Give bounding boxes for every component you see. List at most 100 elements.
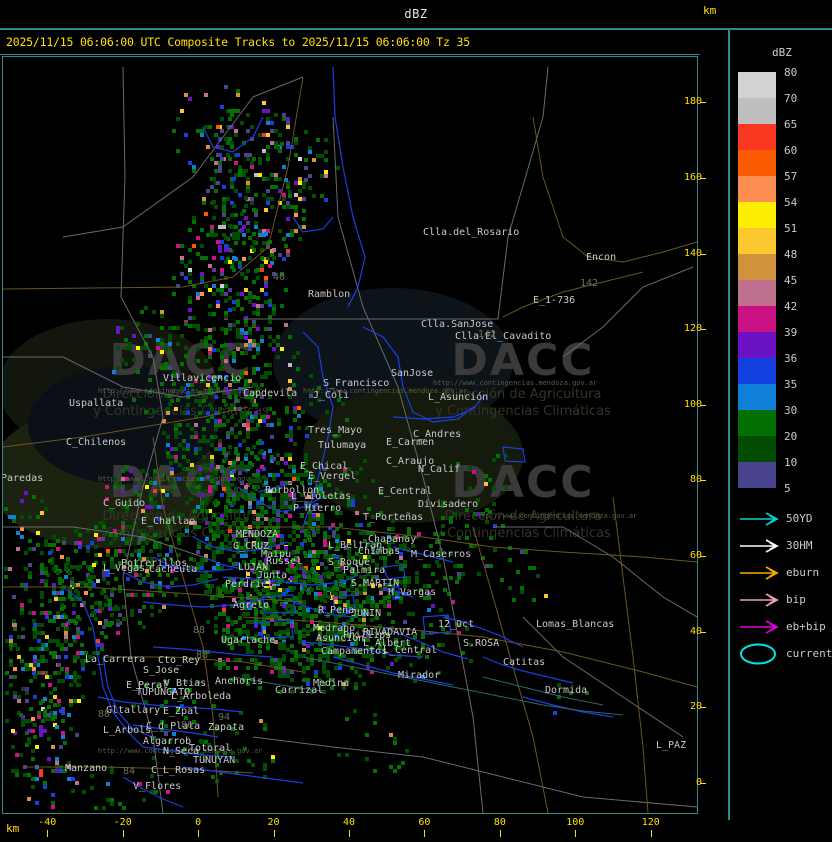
radar-echo-cell xyxy=(311,527,315,531)
radar-plot[interactable]: DACC Dirección de Agricultura y Contingenc… xyxy=(2,56,698,814)
colorbar-segment[interactable] xyxy=(738,280,776,306)
colorbar-segment[interactable] xyxy=(738,384,776,410)
radar-echo-cell xyxy=(312,574,316,578)
radar-echo-cell xyxy=(226,391,230,395)
radar-echo-cell xyxy=(393,769,397,773)
radar-echo-cell xyxy=(116,346,120,350)
radar-echo-cell xyxy=(17,695,21,699)
radar-echo-cell xyxy=(232,534,236,538)
colorbar-segment[interactable] xyxy=(738,150,776,176)
radar-echo-cell xyxy=(204,578,208,582)
colorbar-segment[interactable] xyxy=(738,202,776,228)
radar-echo-cell xyxy=(354,624,358,628)
colorbar-segment[interactable] xyxy=(738,98,776,124)
radar-echo-cell xyxy=(244,457,248,461)
radar-echo-cell xyxy=(304,530,308,534)
radar-echo-cell xyxy=(284,546,288,550)
colorbar-segment[interactable] xyxy=(738,124,776,150)
track-legend-label: 50YD xyxy=(786,512,813,525)
colorbar-segment[interactable] xyxy=(738,72,776,98)
radar-echo-cell xyxy=(270,459,274,463)
radar-echo-cell xyxy=(302,618,306,622)
radar-echo-cell xyxy=(203,731,207,735)
radar-echo-cell xyxy=(240,489,244,493)
dbz-colorbar[interactable] xyxy=(738,72,776,488)
radar-echo-cell xyxy=(453,512,457,516)
colorbar-segment[interactable] xyxy=(738,254,776,280)
radar-echo-cell xyxy=(346,620,350,624)
radar-echo-cell xyxy=(130,593,134,597)
radar-echo-cell xyxy=(39,729,43,733)
radar-echo-cell xyxy=(44,539,48,543)
radar-echo-cell xyxy=(196,359,200,363)
radar-echo-cell xyxy=(304,533,308,537)
radar-echo-cell xyxy=(29,647,33,651)
radar-echo-cell xyxy=(340,574,344,578)
radar-echo-cell xyxy=(343,591,347,595)
radar-echo-cell xyxy=(294,622,298,626)
radar-echo-cell xyxy=(222,628,226,632)
radar-echo-cell xyxy=(318,604,322,608)
radar-echo-cell xyxy=(228,296,232,300)
radar-echo-cell xyxy=(246,189,250,193)
radar-echo-cell xyxy=(224,343,228,347)
colorbar-segment[interactable] xyxy=(738,332,776,358)
colorbar-segment[interactable] xyxy=(738,228,776,254)
radar-echo-cell xyxy=(210,225,214,229)
x-tick-mark xyxy=(424,830,426,837)
colorbar-segment[interactable] xyxy=(738,410,776,436)
radar-echo-cell xyxy=(308,510,312,514)
colorbar-segment[interactable] xyxy=(738,358,776,384)
radar-echo-cell xyxy=(250,399,254,403)
radar-echo-cell xyxy=(238,642,242,646)
radar-echo-cell xyxy=(292,355,296,359)
radar-echo-cell xyxy=(274,600,278,604)
radar-echo-cell xyxy=(76,631,80,635)
radar-echo-cell xyxy=(256,347,260,351)
radar-echo-cell xyxy=(150,561,154,565)
radar-echo-cell xyxy=(88,567,92,571)
radar-echo-cell xyxy=(226,237,230,241)
radar-echo-cell xyxy=(214,161,218,165)
radar-echo-cell xyxy=(290,560,294,564)
colorbar-segment[interactable] xyxy=(738,436,776,462)
y-tick-label: 40 xyxy=(689,625,702,637)
radar-echo-cell xyxy=(278,177,282,181)
radar-echo-cell xyxy=(312,517,316,521)
radar-echo-cell xyxy=(256,538,260,542)
radar-echo-cell xyxy=(254,622,258,626)
radar-echo-cell xyxy=(272,248,276,252)
radar-echo-cell xyxy=(216,534,220,538)
radar-echo-cell xyxy=(230,503,234,507)
radar-echo-cell xyxy=(421,635,425,639)
radar-echo-cell xyxy=(118,613,122,617)
radar-echo-cell xyxy=(218,153,222,157)
radar-echo-cell xyxy=(234,395,238,399)
radar-echo-cell xyxy=(355,523,359,527)
radar-echo-cell xyxy=(320,154,324,158)
radar-echo-cell xyxy=(296,367,300,371)
radar-echo-cell xyxy=(268,363,272,367)
radar-echo-cell xyxy=(202,399,206,403)
radar-echo-cell xyxy=(399,600,403,604)
radar-echo-cell xyxy=(33,675,37,679)
radar-echo-cell xyxy=(282,257,286,261)
radar-echo-cell xyxy=(86,529,90,533)
radar-echo-cell xyxy=(244,351,248,355)
colorbar-segment[interactable] xyxy=(738,176,776,202)
colorbar-segment[interactable] xyxy=(738,306,776,332)
radar-echo-cell xyxy=(367,543,371,547)
radar-echo-cell xyxy=(320,550,324,554)
radar-echo-cell xyxy=(73,639,77,643)
radar-echo-cell xyxy=(362,626,366,630)
radar-echo-cell xyxy=(395,580,399,584)
radar-echo-cell xyxy=(218,165,222,169)
radar-echo-cell xyxy=(193,509,197,513)
radar-echo-cell xyxy=(43,697,47,701)
radar-echo-cell xyxy=(485,564,489,568)
radar-echo-cell xyxy=(186,447,190,451)
colorbar-segment[interactable] xyxy=(738,462,776,488)
radar-echo-cell xyxy=(290,636,294,640)
radar-echo-cell xyxy=(248,497,252,501)
radar-echo-cell xyxy=(330,678,334,682)
